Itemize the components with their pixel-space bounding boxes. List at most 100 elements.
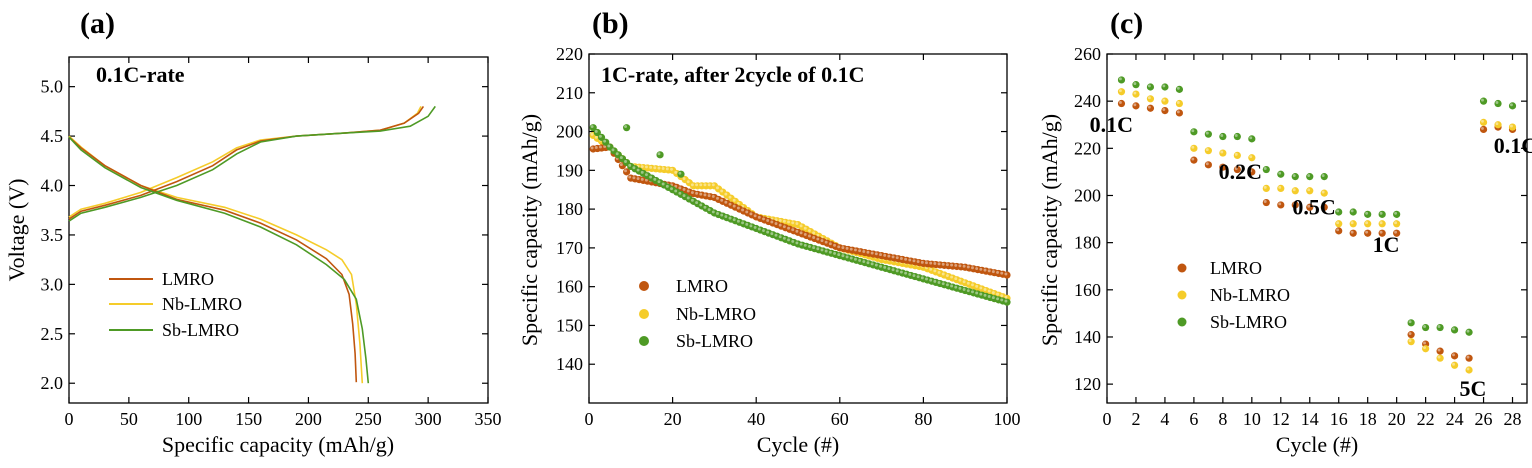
panel-b-xtick-label: 40 xyxy=(747,409,765,429)
legend-b-marker-lmro xyxy=(639,281,649,291)
panel-a-xtick-label: 350 xyxy=(475,409,502,429)
panel-c-ytick-label: 160 xyxy=(1074,280,1101,300)
point-lmro xyxy=(1204,161,1212,169)
point-lmro xyxy=(1450,352,1459,360)
panel-b-xtick-label: 0 xyxy=(585,409,594,429)
panel-c-series xyxy=(1117,76,1517,374)
legend-a-label-sb-lmro: Sb-LMRO xyxy=(162,320,239,340)
legend-b-label-nb-lmro: Nb-LMRO xyxy=(676,304,756,324)
panel-b-ytick-label: 190 xyxy=(556,160,583,180)
panel-c-frame xyxy=(1106,53,1528,404)
panel-a-ylabel: Voltage (V) xyxy=(4,179,29,282)
point-sb-lmro xyxy=(1262,165,1270,174)
rate-label-0-5c: 0.5C xyxy=(1292,194,1335,219)
panel-a-ytick-label: 3.0 xyxy=(41,274,64,294)
legend-c-marker-nb-lmro xyxy=(1177,290,1187,300)
point-lmro xyxy=(1306,203,1314,211)
point-sb-lmro xyxy=(1146,83,1155,91)
point-lmro xyxy=(1161,106,1169,115)
panel-a-xtick-label: 150 xyxy=(235,409,262,429)
panel-b-ytick-label: 160 xyxy=(556,277,583,297)
rate-label-1c: 1C xyxy=(1373,232,1400,257)
panel-c-ytick-label: 120 xyxy=(1074,374,1101,394)
panel-c-xtick-label: 20 xyxy=(1388,409,1406,429)
point-nb-lmro xyxy=(1479,118,1488,126)
panel-b-xtick-label: 80 xyxy=(914,409,932,429)
legend-b-label-lmro: LMRO xyxy=(676,276,728,296)
panel-c-xtick-label: 24 xyxy=(1446,409,1464,429)
point-nb-lmro xyxy=(1161,97,1169,105)
panel-a-xlabel: Specific capacity (mAh/g) xyxy=(162,432,394,457)
panel-a-frame xyxy=(68,56,489,404)
point-sb-lmro xyxy=(1248,135,1256,143)
point-sb-lmro xyxy=(1204,130,1212,138)
point-sb-lmro xyxy=(1117,76,1126,84)
point-nb-lmro xyxy=(1262,184,1270,193)
point-nb-lmro xyxy=(1407,338,1415,346)
point-sb-lmro xyxy=(1306,173,1314,181)
point-sb-lmro xyxy=(1393,210,1401,218)
panel-b-ytick-label: 210 xyxy=(556,83,583,103)
line-sb-lmro-charge xyxy=(68,105,436,222)
panel-c-xtick-label: 26 xyxy=(1475,409,1493,429)
point-nb-lmro xyxy=(1436,354,1444,362)
panel-b-xtick-label: 20 xyxy=(664,409,682,429)
panel-b-ticks: 0 20 40 60 80 100 140 150 160 170 180 190 200 210 220 xyxy=(556,44,1021,429)
rate-label-0-2c: 0.2C xyxy=(1219,159,1262,184)
rate-label-0-1c: 0.1C xyxy=(1494,133,1532,158)
panel-b-ytick-label: 150 xyxy=(556,315,583,335)
panel-b-ylabel: Specific capacity (mAh/g) xyxy=(517,114,542,346)
point-lmro xyxy=(1320,203,1328,211)
point-lmro xyxy=(1291,201,1299,209)
panel-b-xlabel: Cycle (#) xyxy=(757,432,839,457)
point-sb-lmro xyxy=(1335,208,1343,216)
point-nb-lmro xyxy=(1132,90,1140,98)
panel-c-xtick-label: 28 xyxy=(1504,409,1522,429)
panel-c-xtick-label: 4 xyxy=(1160,409,1169,429)
point-lmro xyxy=(1465,354,1473,362)
point-sb-lmro xyxy=(1465,328,1473,336)
point-lmro xyxy=(1262,198,1270,207)
panel-b-xtick-label: 100 xyxy=(994,409,1021,429)
panel-a-ytick-label: 4.5 xyxy=(41,126,64,146)
legend-c-label-lmro: LMRO xyxy=(1210,258,1262,278)
panel-c-ytick-label: 220 xyxy=(1074,138,1101,158)
panel-a: (a) 0 50 100 150 200 250 300 350 2.0 2.5 3.0 3.5 4.0… xyxy=(4,7,502,457)
point-sb-lmro xyxy=(1190,128,1198,136)
point-sb-lmro xyxy=(1422,323,1430,332)
point-lmro xyxy=(1117,99,1126,108)
point-sb-lmro xyxy=(1003,298,1011,306)
point-lmro xyxy=(1233,165,1241,174)
point-lmro xyxy=(1248,168,1256,176)
point-nb-lmro xyxy=(1175,99,1184,108)
legend-c-label-sb-lmro: Sb-LMRO xyxy=(1210,312,1287,332)
point-nb-lmro xyxy=(1219,149,1227,157)
point-sb-lmro xyxy=(1349,208,1357,216)
panel-b-annotation: 1C-rate, after 2cycle of 0.1C xyxy=(601,62,864,87)
point-sb-lmro xyxy=(1291,173,1299,181)
legend-b-marker-sb-lmro xyxy=(639,336,649,346)
point-nb-lmro xyxy=(1450,361,1459,369)
panel-c-xtick-label: 14 xyxy=(1301,409,1319,429)
panel-a-letter: (a) xyxy=(80,7,115,40)
panel-a-ytick-label: 2.5 xyxy=(41,324,64,344)
point-sb-lmro xyxy=(1175,85,1184,93)
point-nb-lmro xyxy=(1291,187,1299,195)
point-nb-lmro xyxy=(1233,151,1241,159)
point-nb-lmro xyxy=(1335,220,1343,228)
panel-b-ytick-label: 220 xyxy=(556,44,583,64)
rate-label-0-1c: 0.1C xyxy=(1090,112,1133,137)
panel-a-ytick-label: 3.5 xyxy=(41,225,64,245)
point-sb-lmro xyxy=(589,124,597,132)
panel-b-ytick-label: 170 xyxy=(556,238,583,258)
panel-c-xtick-label: 0 xyxy=(1103,409,1112,429)
panel-c: (c) 0 2 4 6 8 10 12 14 16 18 20 22 24 26 2812014016018… xyxy=(1037,7,1532,457)
point-lmro xyxy=(1364,229,1372,237)
point-lmro xyxy=(623,168,631,176)
point-sb-lmro xyxy=(1364,210,1372,218)
panel-c-xtick-label: 12 xyxy=(1272,409,1290,429)
line-lmro-discharge xyxy=(68,136,358,383)
point-lmro xyxy=(1175,109,1184,117)
legend-b-marker-nb-lmro xyxy=(639,309,649,319)
panel-b-ytick-label: 180 xyxy=(556,199,583,219)
